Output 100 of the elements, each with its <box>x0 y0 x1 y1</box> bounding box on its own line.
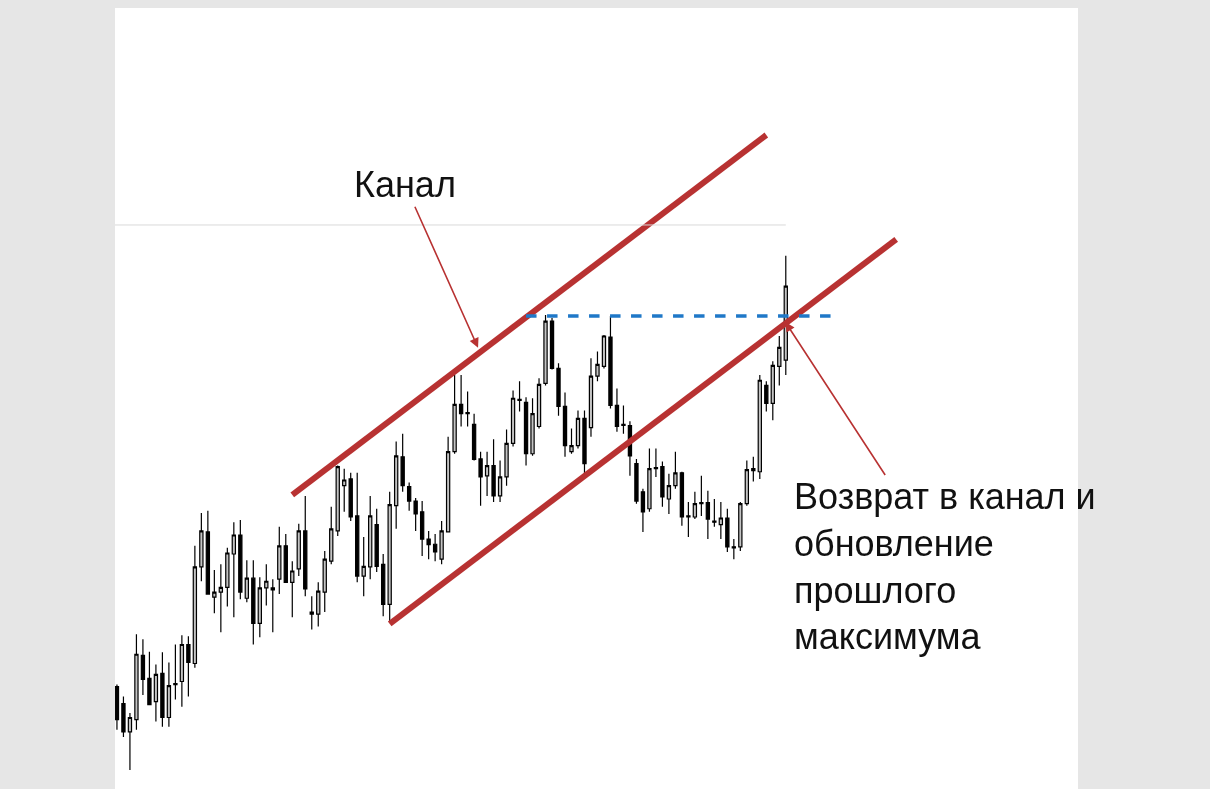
candlestick <box>614 387 620 433</box>
candlestick <box>510 389 516 448</box>
candlestick <box>121 695 126 738</box>
candlestick <box>231 521 237 618</box>
candlestick <box>387 491 392 622</box>
candlestick <box>497 459 503 503</box>
candlestick <box>374 508 379 573</box>
candlestick <box>115 684 120 731</box>
candlestick <box>277 526 282 595</box>
candlestick <box>212 569 217 614</box>
annotation: Возврат в канал и обновление прошлого максимума <box>794 476 1096 658</box>
candlestick <box>543 314 548 386</box>
candlestick <box>647 448 652 513</box>
candlestick <box>406 481 412 512</box>
candlestick <box>355 472 360 583</box>
candlestick <box>562 391 568 458</box>
candlestick <box>764 380 769 413</box>
candlestick <box>166 661 172 728</box>
candlestick <box>575 409 581 450</box>
candlestick <box>153 663 159 723</box>
candlestick <box>757 374 762 480</box>
candlestick <box>595 350 600 382</box>
candlestick <box>530 397 535 457</box>
candlestick <box>342 468 347 513</box>
candlestick <box>140 638 146 696</box>
candlestick <box>569 427 574 455</box>
candlestick <box>393 440 399 530</box>
candlestick <box>458 374 464 428</box>
candlestick <box>705 490 711 540</box>
candlestick <box>666 473 672 515</box>
candlestick <box>380 553 386 617</box>
candlestick <box>634 458 639 505</box>
candlestick <box>348 472 353 522</box>
candlestick <box>426 530 431 560</box>
candlestick <box>751 456 756 483</box>
candlestick <box>270 578 275 633</box>
candlestick <box>738 501 743 552</box>
candlestick <box>251 559 256 646</box>
candlestick <box>744 459 750 507</box>
candlestick <box>777 335 782 386</box>
candlestick <box>205 510 211 595</box>
candlestick <box>309 595 314 631</box>
candlestick <box>244 559 250 603</box>
candlestick <box>770 360 775 421</box>
candlestick <box>699 475 704 517</box>
candlestick <box>608 315 613 410</box>
candlestick <box>718 501 724 540</box>
candlestick <box>303 495 308 597</box>
candlestick <box>264 563 269 607</box>
candlestick <box>218 563 224 633</box>
candlestick <box>478 451 483 507</box>
candlestick <box>322 550 327 613</box>
candlestick <box>673 451 678 490</box>
candlestick <box>601 334 607 370</box>
candlestick <box>400 433 405 493</box>
candlestick <box>731 538 737 560</box>
candlestick <box>368 495 373 580</box>
candlestick <box>179 634 185 708</box>
candlestick <box>127 712 133 771</box>
candlestick <box>484 451 490 497</box>
candlestick <box>296 523 301 577</box>
candlestick <box>238 519 243 600</box>
candlestick <box>316 581 321 628</box>
candlestick <box>432 533 438 562</box>
candlestick <box>147 651 152 706</box>
candlestick <box>712 498 717 528</box>
candlestick <box>199 512 204 582</box>
candlestick <box>413 497 418 532</box>
candlestick <box>491 438 496 503</box>
candlestick <box>329 506 334 565</box>
candlestick <box>173 643 178 701</box>
candlestick <box>588 357 594 438</box>
candlestick <box>653 448 659 478</box>
candlestick <box>335 464 340 537</box>
candlestick <box>556 362 561 417</box>
candlestick <box>517 380 522 413</box>
candlestick <box>283 533 288 583</box>
candlestick <box>290 560 295 618</box>
candlestick <box>660 460 665 508</box>
candlestick <box>225 547 230 608</box>
candlestick <box>439 520 444 565</box>
candlestick <box>504 428 509 487</box>
candlestick <box>536 377 542 430</box>
candlestick <box>621 404 626 435</box>
candlestick <box>471 413 477 462</box>
candlestick <box>160 651 165 728</box>
candlestick <box>686 501 691 538</box>
candlestick <box>679 471 685 527</box>
candlestick <box>257 576 262 638</box>
candlestick <box>419 500 425 557</box>
candlestick <box>640 488 646 533</box>
candlestick <box>192 545 198 669</box>
candlestick <box>361 536 366 597</box>
candlestick <box>549 317 555 371</box>
candlestick <box>582 409 587 475</box>
candlestick <box>692 491 698 520</box>
candlestick <box>134 633 139 731</box>
candlestick <box>725 508 730 553</box>
candlestick <box>445 436 451 533</box>
candlestick <box>186 635 191 698</box>
